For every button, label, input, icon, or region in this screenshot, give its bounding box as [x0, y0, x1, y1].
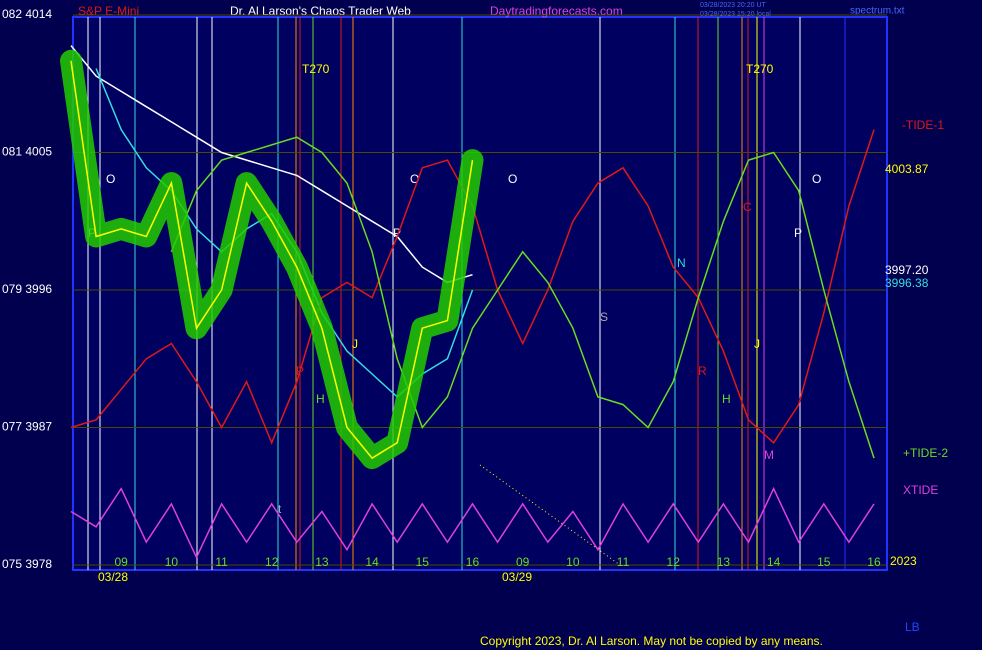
x-tick-label: 09 [115, 555, 129, 569]
x-tick-label: 13 [717, 555, 731, 569]
annotation: O [508, 172, 517, 186]
annotation: T270 [746, 62, 774, 76]
site: Daytradingforecasts.com [490, 4, 623, 18]
copyright: Copyright 2023, Dr. Al Larson. May not b… [480, 634, 823, 648]
annotation: M [764, 448, 774, 462]
instrument: S&P E-Mini [78, 4, 139, 18]
year: 2023 [890, 554, 917, 568]
series-line [70, 486, 875, 560]
annotation: O [410, 172, 419, 186]
y-tick-label: 077 3987 [2, 420, 52, 434]
price-label: 4003.87 [885, 162, 929, 176]
annotation: P [794, 226, 802, 240]
annotation: O [812, 172, 821, 186]
annotation: S [600, 310, 608, 324]
series-label: XTIDE [903, 483, 938, 497]
x-tick-label: 11 [617, 555, 630, 569]
annotation: C [743, 200, 752, 214]
series-label: +TIDE-2 [903, 446, 948, 460]
x-tick-label: 16 [466, 555, 480, 569]
y-tick-label: 075 3978 [2, 557, 52, 571]
annotation: H [316, 392, 325, 406]
x-tick-label: 10 [566, 555, 580, 569]
price-label: 3996.38 [885, 276, 929, 290]
x-tick-label: 13 [315, 555, 329, 569]
vertical-lines [87, 17, 846, 570]
series-line [170, 136, 875, 459]
annotation: T270 [302, 62, 330, 76]
annotation: t [278, 502, 282, 516]
stamp: 03/28/2023 15:20 local [700, 11, 771, 18]
corner: LB [905, 620, 920, 634]
y-tick-label: 082 4014 [2, 7, 52, 21]
x-tick-label: 14 [767, 555, 781, 569]
annotation: O [106, 172, 115, 186]
x-tick-label: 11 [215, 555, 228, 569]
x-tick-label: 12 [265, 555, 279, 569]
date: 03/29 [502, 570, 532, 584]
x-tick-label: 12 [667, 555, 681, 569]
date: 03/28 [98, 570, 128, 584]
x-tick-label: 15 [817, 555, 831, 569]
price-label: 3997.20 [885, 263, 929, 277]
annotations: T270 T270 O O O O P P P P H H N S R J J … [88, 62, 821, 516]
x-tick-label: 16 [867, 555, 881, 569]
y-tick-label: 079 3996 [2, 282, 52, 296]
x-tick-label: 15 [416, 555, 430, 569]
x-tick-label: 10 [165, 555, 179, 569]
annotation: J [352, 337, 358, 351]
stamp: 03/28/2023 20:20 UT [700, 2, 766, 9]
series-label: -TIDE-1 [902, 118, 944, 132]
series-line [70, 60, 474, 460]
series-line [70, 45, 473, 284]
file: spectrum.txt [850, 6, 905, 17]
annotation: J [754, 337, 760, 351]
annotation: H [722, 392, 731, 406]
chart-title: Dr. Al Larson's Chaos Trader Web [230, 4, 411, 18]
y-tick-label: 081 4005 [2, 145, 52, 159]
annotation: P [393, 226, 401, 240]
x-tick-label: 14 [365, 555, 379, 569]
x-tick-label: 09 [516, 555, 530, 569]
annotation: R [698, 364, 707, 378]
annotation: N [677, 256, 686, 270]
